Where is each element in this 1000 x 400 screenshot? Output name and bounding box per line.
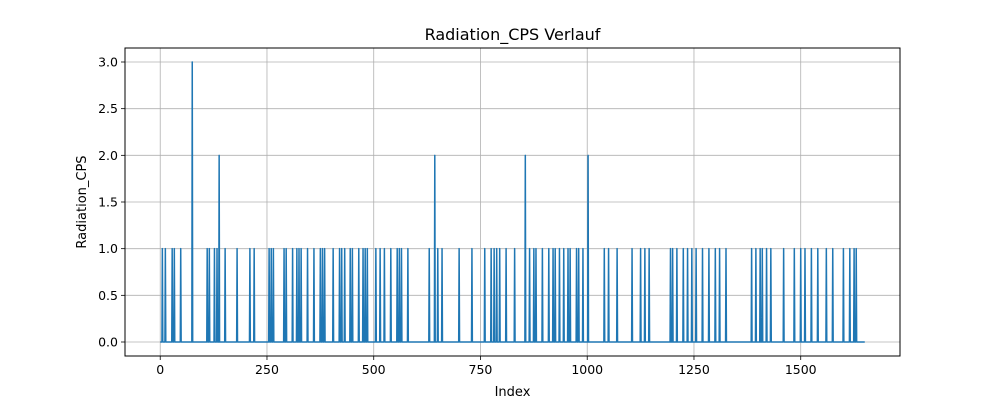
x-tick-label: 750 <box>469 362 493 377</box>
x-tick-label: 0 <box>156 362 164 377</box>
series-line <box>160 61 865 343</box>
x-axis: 0 250 500 750 1000 1250 1500 <box>156 356 817 377</box>
y-axis-label: Radiation_CPS <box>75 155 90 248</box>
chart-title: Radiation_CPS Verlauf <box>425 25 601 45</box>
x-tick-label: 250 <box>255 362 279 377</box>
y-tick-label: 3.0 <box>98 55 118 70</box>
x-tick-label: 1000 <box>571 362 603 377</box>
y-tick-label: 1.0 <box>98 241 118 256</box>
y-tick-label: 0.5 <box>98 288 118 303</box>
y-tick-label: 2.5 <box>98 101 118 116</box>
y-tick-label: 0.0 <box>98 335 118 350</box>
x-tick-label: 1250 <box>678 362 710 377</box>
y-axis: 0.0 0.5 1.0 1.5 2.0 2.5 3.0 <box>98 55 125 350</box>
x-tick-label: 500 <box>362 362 386 377</box>
x-tick-label: 1500 <box>785 362 817 377</box>
y-tick-label: 2.0 <box>98 148 118 163</box>
y-tick-label: 1.5 <box>98 195 118 210</box>
x-axis-label: Index <box>495 385 531 400</box>
series-radiation-cps <box>160 61 865 343</box>
